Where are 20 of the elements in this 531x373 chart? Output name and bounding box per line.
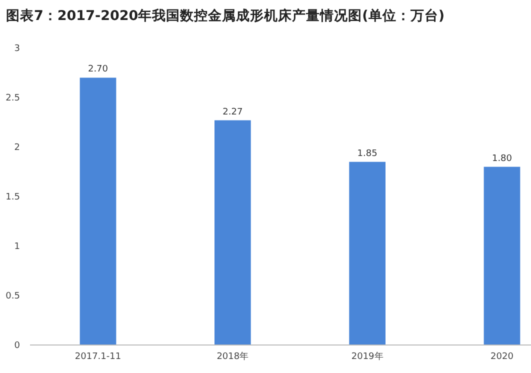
bar: [349, 162, 386, 345]
bar: [80, 78, 116, 345]
y-tick-label: 0: [14, 341, 20, 352]
bar: [214, 120, 251, 345]
data-label: 2.27: [222, 107, 243, 118]
y-tick-label: 1.5: [6, 192, 20, 203]
data-label: 1.80: [492, 154, 512, 164]
y-tick-label: 2: [14, 143, 20, 154]
y-tick-label: 3: [14, 44, 20, 54]
y-tick-label: 0.5: [6, 292, 20, 302]
y-tick-label: 1: [14, 242, 20, 252]
x-tick-label: 2019年: [351, 351, 384, 362]
x-tick-label: 2017.1-11: [74, 352, 122, 362]
bar: [484, 166, 520, 345]
data-label: 2.70: [88, 64, 108, 75]
y-tick-label: 2.5: [6, 94, 20, 104]
x-tick-label: 2020: [490, 352, 514, 362]
chart-title: 图表7：2017-2020年我国数控金属成形机床产量情况图(单位：万台): [6, 7, 444, 24]
data-label: 1.85: [357, 148, 378, 159]
x-tick-label: 2018年: [216, 351, 249, 362]
